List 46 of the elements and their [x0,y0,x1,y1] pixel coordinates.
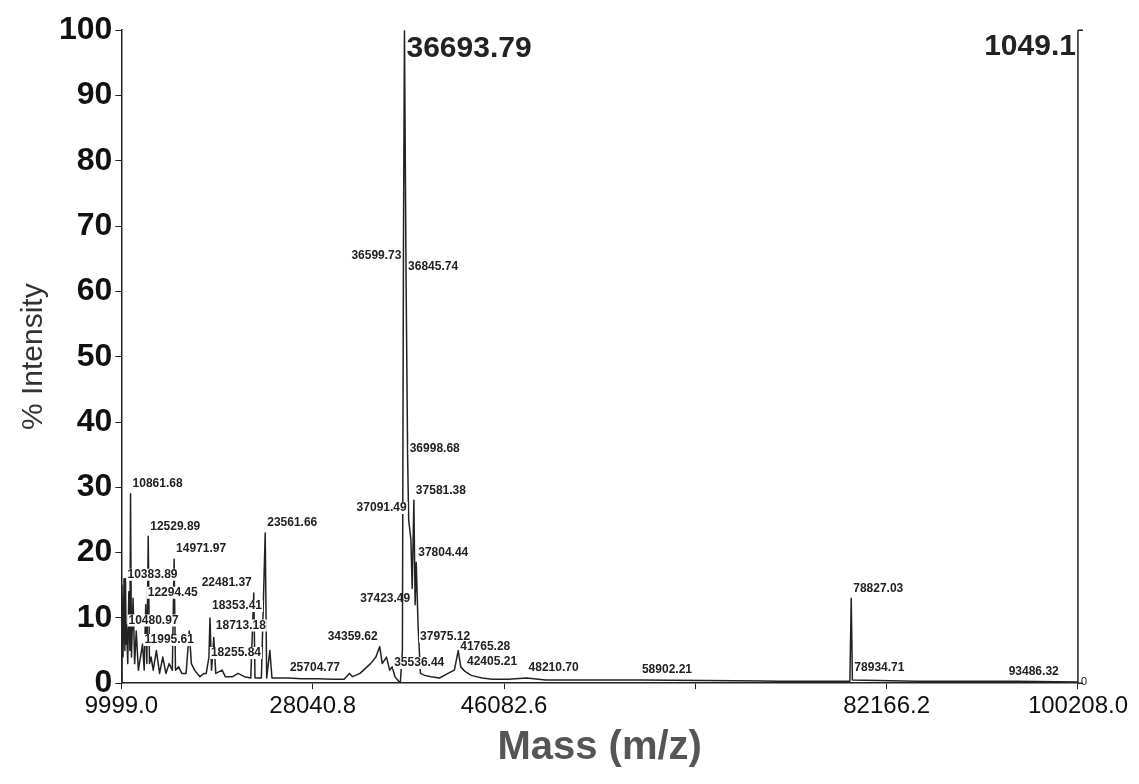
y-tick-label: 90 [76,75,113,112]
annotation: 25704.77 [289,660,341,675]
y-tick-label: 40 [76,401,113,438]
annotation: 10861.68 [132,476,183,491]
annotation: 78934.71 [854,660,905,675]
annotation: 1049.1 [984,28,1076,62]
y-tick-label: 10 [76,597,113,634]
annotation: 14971.97 [176,541,227,556]
annotation: 23561.66 [267,515,318,530]
x-axis-title: Mass (m/z) [497,723,702,768]
x-tick-label: 82166.2 [843,691,931,719]
annotation: 22481.37 [201,575,253,590]
annotation: 78827.03 [853,580,904,595]
y-tick-label: 20 [76,532,113,569]
annotation: 12294.45 [147,585,199,600]
annotation: 34359.62 [327,628,379,643]
annotation: 10480.97 [128,612,179,627]
annotation: 18353.41 [211,598,263,613]
text: 0 [1080,674,1088,687]
annotation: 48210.70 [528,660,579,675]
annotation: 36693.79 [406,30,532,64]
x-tick-label: 28040.8 [269,691,357,719]
annotation: 37804.44 [418,544,469,559]
annotation: 12529.89 [150,518,201,533]
annotation: 58902.21 [641,662,693,677]
annotation: 36845.74 [408,258,459,273]
annotation: 37091.49 [356,500,407,515]
annotation: 18255.84 [210,645,262,660]
annotation: 36998.68 [409,441,461,456]
y-tick-label: 50 [76,336,113,373]
annotation: 36599.73 [351,248,402,262]
annotation: 11995.61 [144,632,195,647]
annotation: 35536.44 [394,655,445,670]
x-tick-label: 100208.0 [1027,691,1128,719]
y-tick-label: 70 [76,205,113,242]
y-tick-label: 100 [59,10,113,47]
annotation: 10383.89 [127,567,178,582]
y-tick-label: 80 [76,140,113,177]
annotation: 18713.18 [215,617,267,632]
y-tick-label: 30 [76,467,113,504]
y-axis-title: % Intensity [15,283,49,431]
x-tick-label: 46082.6 [460,691,548,719]
y-tick-label: 60 [76,271,113,308]
annotation: 93486.32 [1008,663,1060,678]
annotation: 37581.38 [415,482,467,497]
annotation: 42405.21 [467,653,518,668]
